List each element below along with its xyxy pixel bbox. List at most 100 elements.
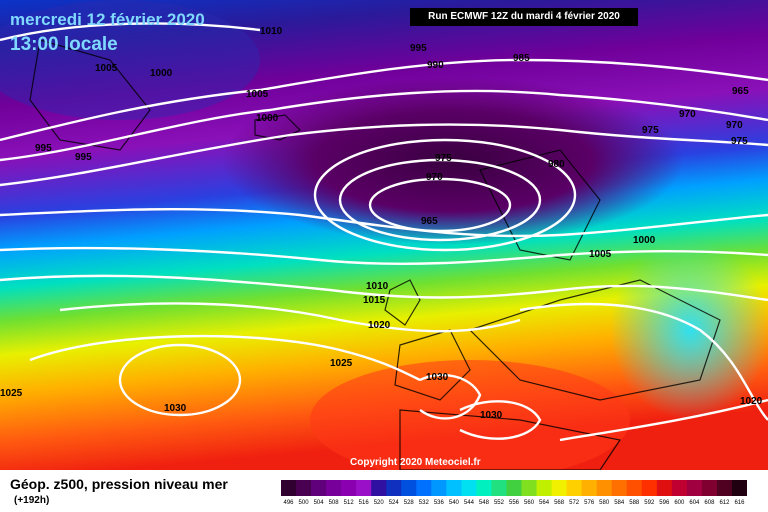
legend-swatch — [326, 480, 342, 496]
legend-swatch — [671, 480, 688, 496]
isobar-label: 970 — [726, 120, 743, 131]
isobar-label: 995 — [75, 152, 92, 163]
legend-swatch — [641, 480, 658, 496]
isobar-label: 1020 — [368, 320, 391, 331]
legend-swatch — [281, 480, 297, 496]
isobar-line — [0, 208, 768, 238]
legend-tick-label: 552 — [494, 500, 505, 506]
legend-swatch — [431, 480, 447, 496]
legend-tick-label: 612 — [719, 500, 730, 506]
legend-tick-label: 516 — [359, 500, 370, 506]
legend-tick-label: 536 — [434, 500, 445, 506]
legend-swatch — [596, 480, 613, 496]
isobar-label: 980 — [548, 159, 565, 170]
isobar-label: 965 — [732, 86, 749, 97]
legend-tick-label: 588 — [629, 500, 640, 506]
color-scale-legend: 496 500 504 508 512 516 520 524 528 532 536 540 544 5… — [281, 480, 747, 506]
legend-swatch — [416, 480, 432, 496]
isobar-high-1030-iberia — [419, 373, 482, 420]
legend-tick-label: 512 — [344, 500, 355, 506]
isobar-label-group: 1010 1005 1000 1005 1000 995 990 985 965… — [0, 26, 763, 421]
legend-tick-label: 608 — [704, 500, 715, 506]
isobar-label: 970 — [679, 109, 696, 120]
legend-swatch — [566, 480, 583, 496]
isobar-label: 970 — [426, 172, 443, 183]
isobar-label: 1025 — [0, 388, 23, 399]
legend-tick-label: 540 — [449, 500, 460, 506]
isobar-label: 1000 — [256, 113, 279, 124]
isobar-high-1030 — [118, 343, 242, 417]
legend-swatch — [731, 480, 747, 496]
legend-swatch — [401, 480, 417, 496]
legend-tick-label: 580 — [599, 500, 610, 506]
isobar-label: 1010 — [260, 26, 283, 37]
legend-tick-label: 564 — [539, 500, 550, 506]
legend-swatch — [611, 480, 628, 496]
legend-swatch — [701, 480, 718, 496]
isobars — [0, 22, 768, 442]
forecast-date: mercredi 12 février 2020 — [10, 10, 205, 29]
isobar-line — [29, 334, 421, 382]
isobar-label: 1030 — [480, 410, 503, 421]
legend-swatch — [506, 480, 523, 496]
legend-swatch — [476, 480, 492, 496]
legend-tick-label: 508 — [329, 500, 340, 506]
isobar-label: 1015 — [363, 295, 386, 306]
isobar-label: 1030 — [164, 403, 187, 414]
iberia-outline — [394, 329, 471, 401]
isobar-line — [559, 398, 768, 442]
isobar-label: 965 — [421, 216, 438, 227]
isobar-label: 1000 — [150, 68, 173, 79]
isobar-line — [0, 89, 768, 162]
legend-swatch — [371, 480, 387, 496]
copyright-notice: Copyright 2020 Meteociel.fr — [350, 457, 481, 468]
isobar-label: 995 — [410, 43, 427, 54]
legend-tick-label: 544 — [464, 500, 475, 506]
british-isles-outline — [384, 279, 421, 326]
legend-tick-label: 524 — [389, 500, 400, 506]
isobar-label: 975 — [435, 153, 452, 164]
legend-swatch — [296, 480, 312, 496]
legend-tick-label: 568 — [554, 500, 565, 506]
isobar-label: 1025 — [330, 358, 353, 369]
isobar-label: 1020 — [740, 396, 763, 407]
legend-swatch — [716, 480, 733, 496]
isobar-high-1030-africa — [459, 400, 542, 440]
legend-swatch — [656, 480, 673, 496]
legend-tick-label: 504 — [314, 500, 325, 506]
legend-tick-label: 592 — [644, 500, 655, 506]
isobar-line — [0, 246, 768, 265]
legend-tick-label: 520 — [374, 500, 385, 506]
legend-swatch — [386, 480, 402, 496]
legend-swatch — [446, 480, 462, 496]
forecast-local-time: 13:00 locale — [10, 34, 118, 55]
isobar-label: 1005 — [246, 89, 269, 100]
product-title: Géop. z500, pression niveau mer — [10, 476, 228, 492]
legend-swatch — [581, 480, 598, 496]
legend-tick-label: 500 — [299, 500, 310, 506]
legend-tick-label: 616 — [734, 500, 745, 506]
africa-outline — [399, 409, 621, 470]
map-svg: 1010 1005 1000 1005 1000 995 990 985 965… — [0, 0, 768, 470]
legend-tick-label: 572 — [569, 500, 580, 506]
legend-tick-label: 560 — [524, 500, 535, 506]
forecast-map: 1010 1005 1000 1005 1000 995 990 985 965… — [0, 0, 768, 470]
isobar-label: 975 — [731, 136, 748, 147]
isobar-line — [0, 22, 261, 42]
isobar-label: 985 — [513, 53, 530, 64]
legend-swatch — [341, 480, 357, 496]
isobar-label: 1000 — [633, 235, 656, 246]
legend-swatch — [686, 480, 703, 496]
isobar-label: 1005 — [95, 63, 118, 74]
isobar-low-970 — [338, 158, 542, 242]
legend-swatch — [356, 480, 372, 496]
legend-swatch — [551, 480, 568, 496]
legend-tick-label: 532 — [419, 500, 430, 506]
isobar-label: 990 — [427, 60, 444, 71]
legend-swatch — [491, 480, 507, 496]
legend-tick-label: 604 — [689, 500, 700, 506]
legend-tick-label: 528 — [404, 500, 415, 506]
legend-tick-label: 496 — [284, 500, 295, 506]
isobar-line — [0, 58, 768, 142]
